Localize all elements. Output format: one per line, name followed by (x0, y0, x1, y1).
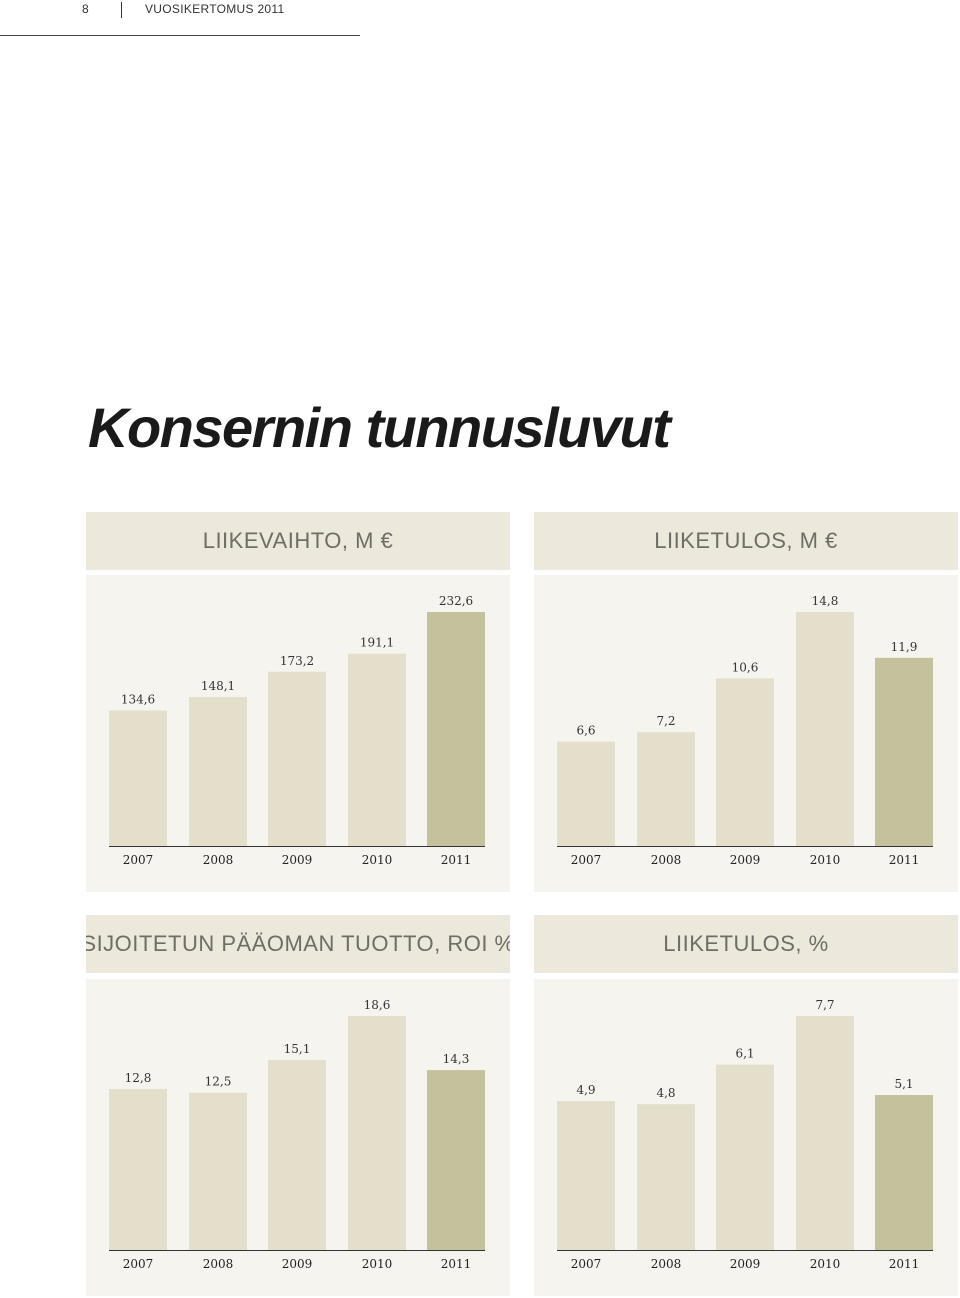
tick-label-2008: 2008 (651, 853, 682, 867)
chart-liikevaihto: 134,6 2007 148,1 2008 173,2 2009 191,1 2010 232,… (109, 594, 485, 867)
tick-label-2007: 2007 (571, 1257, 602, 1271)
tick-label-2007: 2007 (571, 853, 602, 867)
chart-panel-liikevaihto: 134,6 2007 148,1 2008 173,2 2009 191,1 2010 232,… (86, 575, 510, 892)
value-label-2009: 15,1 (284, 1042, 311, 1056)
bar-2008 (637, 1104, 695, 1250)
tick-label-2011: 2011 (889, 853, 920, 867)
chart-panel-roi: 12,8 2007 12,5 2008 15,1 2009 18,6 2010 14,3 2011 (86, 979, 510, 1296)
chart-roi: 12,8 2007 12,5 2008 15,1 2009 18,6 2010 14,3 2011 (109, 998, 485, 1271)
tick-label-2007: 2007 (123, 1257, 154, 1271)
chart-liiketulos-meur: 6,6 2007 7,2 2008 10,6 2009 14,8 2010 11,9 2011 (557, 594, 933, 867)
chart-liiketulos-pct: 4,9 2007 4,8 2008 6,1 2009 7,7 2010 5,1 2011 (557, 998, 933, 1271)
tick-label-2009: 2009 (282, 1257, 313, 1271)
tick-label-2010: 2010 (362, 1257, 393, 1271)
tick-label-2007: 2007 (123, 853, 154, 867)
value-label-2008: 4,8 (656, 1086, 675, 1100)
value-label-2007: 12,8 (125, 1071, 152, 1085)
value-label-2011: 11,9 (891, 640, 918, 654)
tick-label-2009: 2009 (730, 853, 761, 867)
chart-panel-liiketulos-pct: 4,9 2007 4,8 2008 6,1 2009 7,7 2010 5,1 2011 (534, 979, 958, 1296)
tick-label-2010: 2010 (810, 1257, 841, 1271)
bar-2011 (427, 1070, 485, 1250)
value-label-2009: 173,2 (280, 654, 314, 668)
bar-2009 (268, 671, 326, 846)
chart-title-liiketulos-pct: LIIKETULOS, % (534, 915, 958, 973)
header-separator (121, 2, 122, 18)
value-label-2007: 134,6 (121, 693, 155, 707)
chart-title-roi: SIJOITETUN PÄÄOMAN TUOTTO, ROI % (86, 915, 510, 973)
value-label-2009: 10,6 (732, 660, 759, 674)
bar-2008 (189, 1092, 247, 1250)
bar-2010 (348, 1016, 406, 1250)
value-label-2008: 7,2 (656, 714, 675, 728)
chart-panel-liiketulos-meur: 6,6 2007 7,2 2008 10,6 2009 14,8 2010 11,9 2011 (534, 575, 958, 892)
tick-label-2010: 2010 (810, 853, 841, 867)
tick-label-2011: 2011 (441, 853, 472, 867)
value-label-2008: 148,1 (201, 679, 235, 693)
bar-2009 (716, 1064, 774, 1250)
value-label-2007: 4,9 (576, 1083, 595, 1097)
value-label-2007: 6,6 (576, 724, 595, 738)
tick-label-2011: 2011 (889, 1257, 920, 1271)
tick-label-2011: 2011 (441, 1257, 472, 1271)
value-label-2011: 232,6 (439, 594, 473, 608)
bar-2009 (268, 1060, 326, 1250)
bar-2010 (796, 612, 854, 846)
bar-2010 (348, 653, 406, 846)
page-number: 8 (82, 2, 89, 16)
tick-label-2010: 2010 (362, 853, 393, 867)
tick-label-2009: 2009 (730, 1257, 761, 1271)
value-label-2010: 18,6 (364, 998, 391, 1012)
value-label-2011: 5,1 (894, 1077, 913, 1091)
tick-label-2008: 2008 (651, 1257, 682, 1271)
bar-2011 (427, 612, 485, 846)
page-header: 8 VUOSIKERTOMUS 2011 (0, 0, 360, 36)
bar-2010 (796, 1016, 854, 1250)
value-label-2009: 6,1 (735, 1047, 754, 1061)
tick-label-2008: 2008 (203, 853, 234, 867)
bar-2007 (557, 741, 615, 846)
report-title: VUOSIKERTOMUS 2011 (145, 2, 285, 16)
value-label-2010: 14,8 (812, 594, 839, 608)
bar-2011 (875, 1095, 933, 1250)
value-label-2010: 191,1 (360, 636, 394, 650)
bar-2007 (109, 710, 167, 846)
value-label-2011: 14,3 (443, 1052, 470, 1066)
tick-label-2008: 2008 (203, 1257, 234, 1271)
tick-label-2009: 2009 (282, 853, 313, 867)
bar-2011 (875, 657, 933, 846)
chart-title-liikevaihto: LIIKEVAIHTO, M € (86, 512, 510, 570)
bar-2008 (637, 732, 695, 846)
value-label-2010: 7,7 (815, 998, 834, 1012)
chart-title-liiketulos-meur: LIIKETULOS, M € (534, 512, 958, 570)
bar-2008 (189, 697, 247, 846)
bar-2007 (109, 1088, 167, 1250)
main-title: Konsernin tunnusluvut (88, 396, 671, 459)
bar-2007 (557, 1101, 615, 1250)
value-label-2008: 12,5 (205, 1075, 232, 1089)
bar-2009 (716, 678, 774, 846)
